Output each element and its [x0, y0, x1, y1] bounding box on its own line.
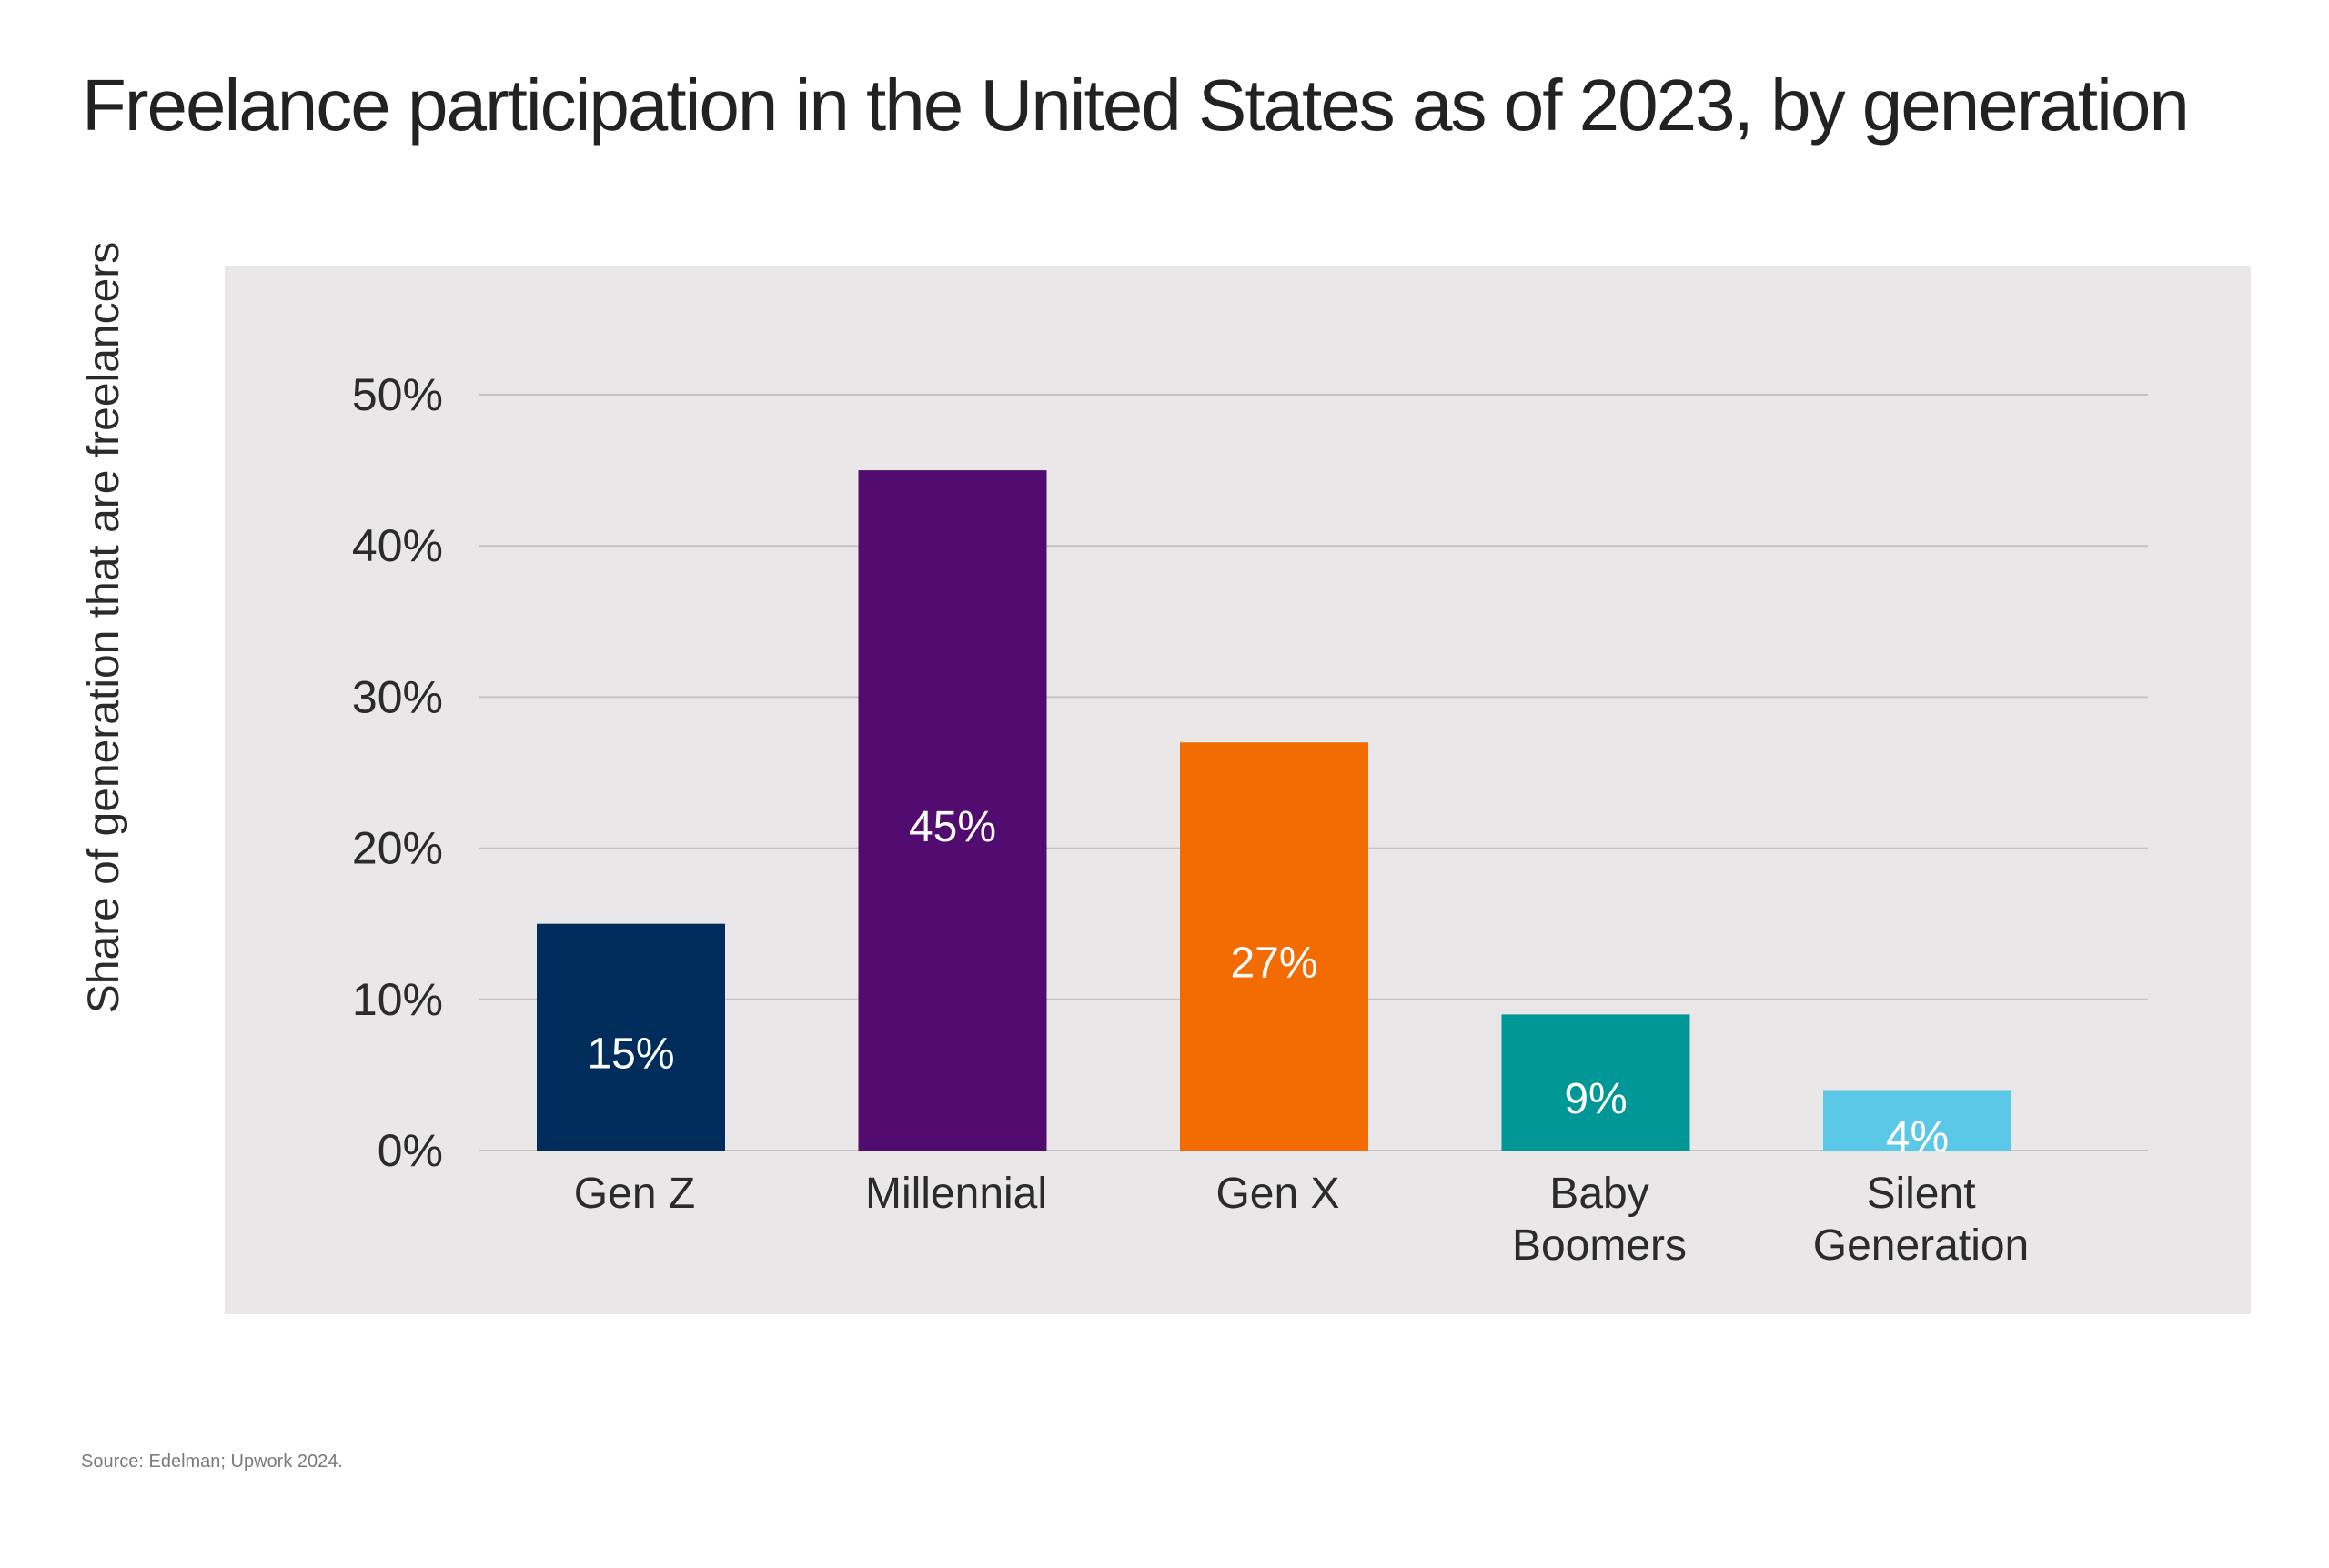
y-tick-label: 0% — [378, 1125, 443, 1176]
bar-silent-generation — [1823, 1090, 2011, 1151]
bars — [537, 470, 2011, 1151]
y-tick-label: 10% — [352, 974, 443, 1025]
value-labels: 15% 45% 27% 9% 4% — [587, 803, 1949, 1161]
x-tick-label: Silent — [1866, 1170, 1975, 1218]
y-tick-label: 40% — [352, 520, 443, 571]
y-axis-ticks: 0% 10% 20% 30% 40% 50% — [352, 369, 443, 1176]
y-tick-label: 50% — [352, 369, 443, 420]
bar-gen-z — [537, 923, 725, 1151]
bar-baby-boomers — [1501, 1014, 1690, 1151]
bar-millennial — [858, 470, 1047, 1151]
x-tick-label: Millennial — [865, 1170, 1047, 1218]
value-label: 27% — [1230, 940, 1317, 988]
x-tick-label: Baby — [1549, 1170, 1648, 1218]
source-note: Source: Edelman; Upwork 2024. — [81, 1452, 343, 1472]
x-tick-label: Gen X — [1215, 1170, 1339, 1218]
value-label: 45% — [909, 803, 996, 851]
value-label: 9% — [1564, 1075, 1627, 1123]
x-tick-label: Boomers — [1512, 1221, 1687, 1270]
y-axis-title: Share of generation that are freelancers — [80, 242, 128, 1014]
x-tick-label: Generation — [1813, 1221, 2030, 1270]
chart-title: Freelance participation in the United St… — [82, 65, 2190, 146]
x-tick-label: Gen Z — [574, 1170, 695, 1218]
bar-gen-x — [1180, 742, 1368, 1151]
y-tick-label: 30% — [352, 671, 443, 722]
value-label: 4% — [1886, 1113, 1949, 1161]
value-label: 15% — [587, 1030, 674, 1078]
y-tick-label: 20% — [352, 823, 443, 874]
